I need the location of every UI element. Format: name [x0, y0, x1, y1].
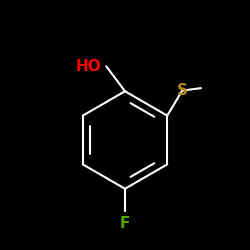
Text: HO: HO: [76, 59, 101, 74]
Text: F: F: [120, 216, 130, 231]
Text: S: S: [177, 83, 188, 98]
